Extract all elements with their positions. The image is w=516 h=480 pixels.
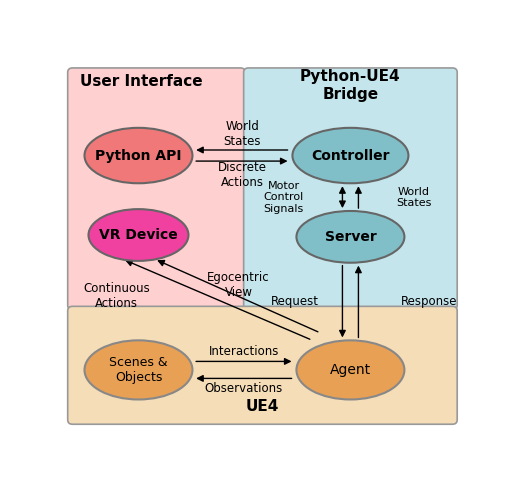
Text: Python API: Python API xyxy=(95,148,182,163)
Text: Server: Server xyxy=(325,230,376,244)
Ellipse shape xyxy=(89,209,188,261)
Text: Observations: Observations xyxy=(204,382,283,395)
Text: Response: Response xyxy=(400,295,457,308)
Ellipse shape xyxy=(85,340,192,399)
Text: World
States: World States xyxy=(224,120,261,148)
Text: Motor
Control
Signals: Motor Control Signals xyxy=(263,180,303,214)
Text: Interactions: Interactions xyxy=(208,345,279,358)
FancyBboxPatch shape xyxy=(244,68,457,310)
Text: Controller: Controller xyxy=(311,148,390,163)
Text: World
States: World States xyxy=(396,187,432,208)
Text: User Interface: User Interface xyxy=(80,74,203,89)
Ellipse shape xyxy=(296,211,405,263)
Text: UE4: UE4 xyxy=(246,399,279,414)
Ellipse shape xyxy=(293,128,409,183)
Text: Continuous
Actions: Continuous Actions xyxy=(83,282,150,310)
Text: Scenes &
Objects: Scenes & Objects xyxy=(109,356,168,384)
Text: VR Device: VR Device xyxy=(99,228,178,242)
FancyBboxPatch shape xyxy=(68,68,245,310)
Text: Request: Request xyxy=(270,295,318,308)
Text: Agent: Agent xyxy=(330,363,371,377)
Ellipse shape xyxy=(85,128,192,183)
Ellipse shape xyxy=(296,340,405,399)
Text: Discrete
Actions: Discrete Actions xyxy=(218,161,267,189)
Text: Egocentric
View: Egocentric View xyxy=(207,271,270,299)
Text: Python-UE4
Bridge: Python-UE4 Bridge xyxy=(300,69,401,102)
FancyBboxPatch shape xyxy=(68,306,457,424)
